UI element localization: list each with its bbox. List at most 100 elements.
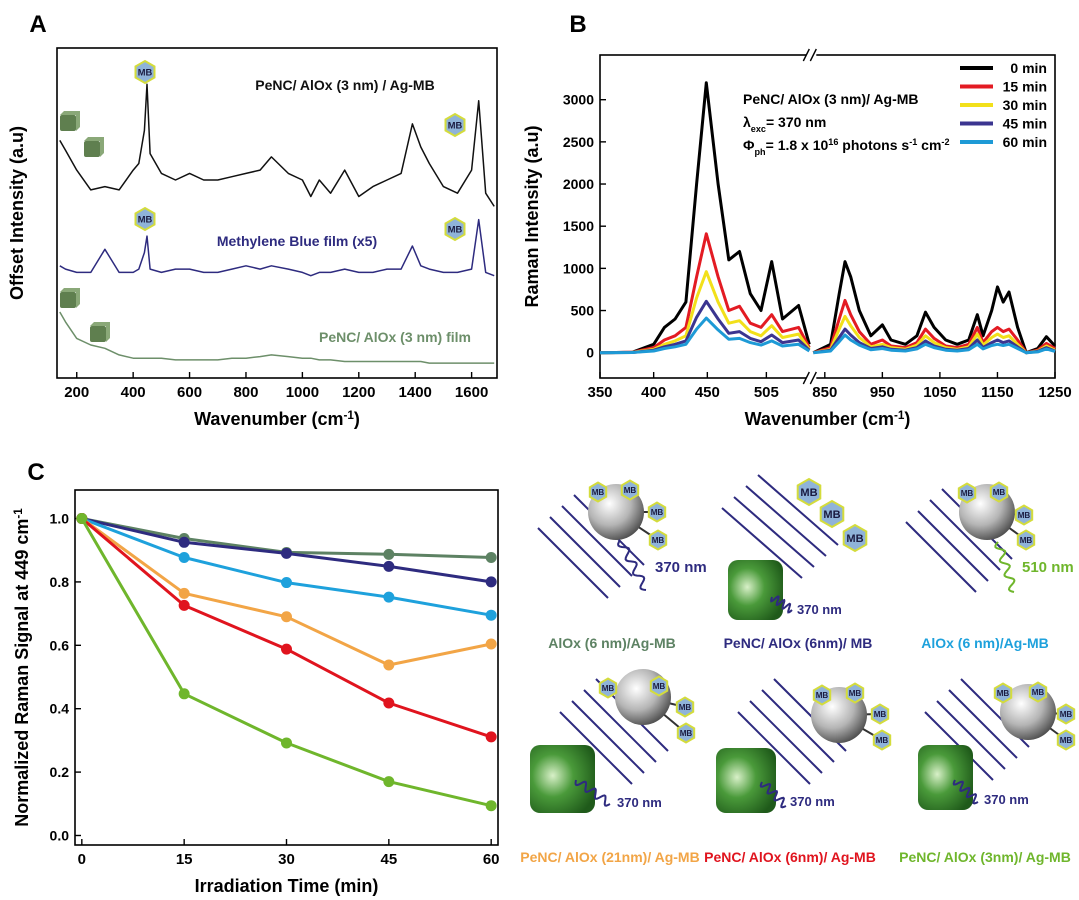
perovskite-cube xyxy=(530,745,595,813)
mb-icon xyxy=(842,523,868,553)
mb-icon xyxy=(620,479,640,501)
x-tick-label: 505 xyxy=(754,384,779,401)
substrate-line xyxy=(948,689,1018,759)
y-axis-label: Offset Intensity (a.u) xyxy=(7,126,27,300)
mb-icon xyxy=(1056,703,1076,725)
mb-icon-label: MB xyxy=(874,710,887,719)
mb-icon xyxy=(957,482,977,504)
cube-icon-face xyxy=(90,322,110,342)
text-part: = 1.8 x 10 xyxy=(766,137,829,153)
x-axis-label: Wavenumber (cm-1) xyxy=(745,409,911,430)
x-tick-label: 1000 xyxy=(286,384,319,401)
x-tick-label: 400 xyxy=(641,384,666,401)
mb-icon xyxy=(796,477,822,507)
text-part: exc xyxy=(751,124,766,134)
sample-caption: AlOx (6 nm)/Ag-MB xyxy=(921,635,1049,651)
mb-icon-label: MB xyxy=(849,689,862,698)
x-tick-label: 600 xyxy=(177,384,202,401)
cube-icon-face xyxy=(60,288,80,308)
text-part: PeNC/ AlOx (3 nm)/ Ag-MB xyxy=(743,91,919,107)
cube-icon xyxy=(90,326,106,342)
mb-icon xyxy=(1014,504,1034,526)
mb-icon xyxy=(819,499,845,529)
mb-icon-label: MB xyxy=(653,682,666,691)
mb-icon xyxy=(676,722,696,744)
wavelength-label: 370 nm xyxy=(617,795,662,810)
data-point xyxy=(383,548,395,560)
light-wave xyxy=(952,779,979,805)
cube-icon-face xyxy=(60,111,80,131)
data-point xyxy=(383,697,395,709)
text-part: λ xyxy=(743,114,751,130)
legend-label: 60 min xyxy=(1003,134,1047,150)
wavelength-label: 370 nm xyxy=(797,602,842,617)
mb-icon xyxy=(812,684,832,706)
wavelength-label: 370 nm xyxy=(984,792,1029,807)
data-point xyxy=(76,513,88,525)
x-tick-label: 1150 xyxy=(981,384,1014,401)
axis-break-mark xyxy=(802,371,810,385)
sample-caption: PeNC/ AlOx (21nm)/ Ag-MB xyxy=(520,849,699,865)
mb-icon xyxy=(989,481,1009,503)
mb-icon-label: MB xyxy=(1018,511,1031,520)
mb-icon xyxy=(675,696,695,718)
light-wave xyxy=(617,539,647,591)
series-line xyxy=(59,83,495,207)
series-line xyxy=(599,81,1057,355)
mb-icon-label: MB xyxy=(592,488,605,497)
data-point xyxy=(485,609,497,621)
sample-caption: PeNC/ AlOx (6nm)/ Ag-MB xyxy=(704,849,876,865)
mb-icon-label: MB xyxy=(448,121,463,131)
text-part: ) xyxy=(904,409,910,429)
mb-icon xyxy=(845,682,865,704)
light-wave xyxy=(770,595,793,614)
text-part: Wavenumber (cm xyxy=(194,409,343,429)
axis-break-mark xyxy=(802,48,810,62)
x-tick-label: 60 xyxy=(483,851,500,868)
x-axis-label: Wavenumber (cm-1) xyxy=(194,409,360,430)
x-tick-label: 1250 xyxy=(1038,384,1071,401)
substrate-line xyxy=(936,700,1006,770)
substrate-line xyxy=(905,521,977,593)
x-tick-label: 850 xyxy=(812,384,837,401)
data-point xyxy=(485,731,497,743)
data-point xyxy=(485,576,497,588)
substrate-line xyxy=(559,711,633,785)
substrate-line xyxy=(561,505,633,577)
text-part: -2 xyxy=(941,137,949,147)
x-tick-label: 350 xyxy=(587,384,612,401)
mb-icon xyxy=(134,206,156,232)
light-wave xyxy=(574,779,611,807)
y-tick-label: 0 xyxy=(586,345,594,361)
y-tick-label: 0.2 xyxy=(50,764,70,780)
data-point xyxy=(485,552,497,564)
x-tick-label: 800 xyxy=(233,384,258,401)
panel-label: B xyxy=(569,11,586,38)
text-part: -1 xyxy=(894,409,905,422)
substrate-line xyxy=(721,507,803,579)
series-line xyxy=(599,232,1056,355)
data-point xyxy=(281,643,292,655)
substrate-line xyxy=(737,711,811,785)
text-part: Wavenumber (cm xyxy=(745,409,894,429)
mb-icon-label: MB xyxy=(1020,536,1033,545)
perovskite-cube xyxy=(716,748,776,813)
legend-label: 0 min xyxy=(1010,60,1047,76)
mb-icon xyxy=(134,59,156,85)
annotation: λexc= 370 nm xyxy=(743,114,826,134)
mb-icon xyxy=(598,677,618,699)
mb-icon-label: MB xyxy=(602,684,615,693)
axis-break-mark xyxy=(809,48,817,62)
plot-frame xyxy=(599,54,1056,379)
mb-icon-label: MB xyxy=(652,536,665,545)
x-tick-label: 0 xyxy=(78,851,86,868)
data-point xyxy=(178,688,190,700)
series-label: PeNC/ AlOx (3 nm) film xyxy=(319,329,471,345)
x-tick-label: 30 xyxy=(278,851,295,868)
substrate-line xyxy=(761,689,835,763)
mb-icon-label: MB xyxy=(846,533,863,545)
y-tick-label: 0.6 xyxy=(50,637,70,653)
annotation: Φph= 1.8 x 1016 photons s-1 cm-2 xyxy=(743,137,950,157)
text-part: cm xyxy=(917,137,941,153)
text-part: Normalized Raman Signal at 449 cm xyxy=(12,519,32,827)
